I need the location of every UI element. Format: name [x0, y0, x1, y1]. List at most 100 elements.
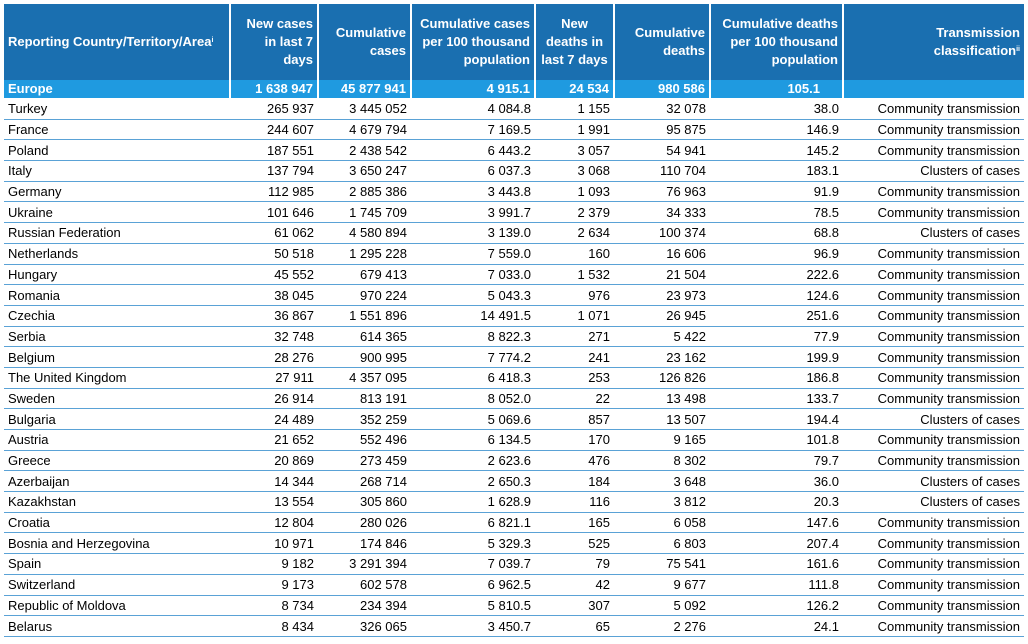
- table-row: Republic of Moldova 8 734 234 394 5 810.5 30…: [4, 595, 1024, 617]
- cell-new-deaths: 1 155: [535, 98, 614, 120]
- cell-new-deaths: 1 093: [535, 181, 614, 203]
- cell-cumulative-deaths: 100 374: [614, 222, 710, 244]
- cell-cumulative-deaths-per-100k: 222.6: [710, 264, 843, 286]
- cell-cumulative-deaths-per-100k: 78.5: [710, 201, 843, 224]
- cell-country: Poland: [4, 139, 230, 162]
- cell-country: Italy: [4, 160, 230, 182]
- cell-cumulative-deaths: 16 606: [614, 243, 710, 265]
- table-row: Romania 38 045 970 224 5 043.3 976 23 973 124.…: [4, 284, 1024, 306]
- cell-cumulative-deaths: 26 945: [614, 305, 710, 327]
- cell-cumulative-deaths-per-100k: 36.0: [710, 470, 843, 493]
- cell-cumulative-cases-per-100k: 6 962.5: [411, 574, 535, 596]
- cell-cumulative-deaths-per-100k: 96.9: [710, 243, 843, 265]
- table-row: Germany 112 985 2 885 386 3 443.8 1 093 76 96…: [4, 181, 1024, 203]
- cell-cumulative-cases: 1 551 896: [318, 305, 411, 327]
- header-cumulative-deaths: Cumulative deaths: [614, 4, 711, 80]
- cell-cumulative-cases: 174 846: [318, 532, 411, 555]
- cell-new-deaths: 525: [535, 532, 614, 555]
- cell-cumulative-cases: 234 394: [318, 595, 411, 617]
- cell-cumulative-cases-per-100k: 6 418.3: [411, 367, 535, 389]
- table-row: Sweden 26 914 813 191 8 052.0 22 13 498 133.7 C…: [4, 388, 1024, 410]
- cell-new-cases: 187 551: [230, 139, 318, 162]
- cell-country: Croatia: [4, 512, 230, 534]
- cell-transmission: Community transmission: [843, 429, 1024, 451]
- cell-cumulative-deaths: 9 677: [614, 574, 710, 596]
- cell-cumulative-cases: 4 679 794: [318, 119, 411, 141]
- cell-country: France: [4, 119, 230, 141]
- cell-transmission: Clusters of cases: [843, 408, 1024, 430]
- cell-cumulative-deaths: 5 422: [614, 326, 710, 348]
- table-body: Europe 1 638 947 45 877 941 4 915.1 24 5…: [4, 80, 1024, 637]
- cell-cumulative-deaths-per-100k: 161.6: [710, 553, 843, 575]
- cell-cumulative-deaths-per-100k: 199.9: [710, 346, 843, 368]
- cell-cumulative-cases-per-100k: 3 443.8: [411, 181, 535, 203]
- cell-cumulative-cases: 1 295 228: [318, 243, 411, 265]
- cell-cumulative-cases-per-100k: 2 650.3: [411, 470, 535, 493]
- cell-cumulative-deaths: 6 058: [614, 512, 710, 534]
- table-row: Bosnia and Herzegovina 10 971 174 846 5 329…: [4, 532, 1024, 555]
- cell-new-cases: 28 276: [230, 346, 318, 368]
- cell-cumulative-cases-per-100k: 14 491.5: [411, 305, 535, 327]
- cell-cumulative-cases-per-100k: 5 810.5: [411, 595, 535, 617]
- region-transmission: [843, 80, 1024, 99]
- cell-cumulative-deaths: 8 302: [614, 450, 710, 472]
- cell-cumulative-cases: 2 438 542: [318, 139, 411, 162]
- cell-country: Serbia: [4, 326, 230, 348]
- cell-cumulative-deaths-per-100k: 101.8: [710, 429, 843, 451]
- cell-cumulative-cases-per-100k: 7 039.7: [411, 553, 535, 575]
- cell-new-deaths: 2 634: [535, 222, 614, 244]
- table-row: Turkey 265 937 3 445 052 4 084.8 1 155 32 078…: [4, 98, 1024, 120]
- region-cumulative-deaths: 980 586: [614, 80, 711, 99]
- cell-cumulative-deaths-per-100k: 194.4: [710, 408, 843, 430]
- cell-cumulative-cases-per-100k: 6 134.5: [411, 429, 535, 451]
- cell-new-cases: 265 937: [230, 98, 318, 120]
- cell-transmission: Community transmission: [843, 367, 1024, 389]
- cell-transmission: Community transmission: [843, 388, 1024, 410]
- cell-new-cases: 26 914: [230, 388, 318, 410]
- cell-new-deaths: 476: [535, 450, 614, 472]
- cell-country: Azerbaijan: [4, 470, 230, 493]
- cell-country: Netherlands: [4, 243, 230, 265]
- cell-new-deaths: 1 991: [535, 119, 614, 141]
- cell-country: Greece: [4, 450, 230, 472]
- table-row: Ukraine 101 646 1 745 709 3 991.7 2 379 34 33…: [4, 201, 1024, 224]
- cell-transmission: Community transmission: [843, 553, 1024, 575]
- cell-new-deaths: 857: [535, 408, 614, 430]
- cell-cumulative-deaths: 5 092: [614, 595, 710, 617]
- cell-cumulative-cases-per-100k: 7 559.0: [411, 243, 535, 265]
- table-row: Azerbaijan 14 344 268 714 2 650.3 184 3 648 36…: [4, 470, 1024, 493]
- cell-transmission: Community transmission: [843, 326, 1024, 348]
- cell-cumulative-cases: 2 885 386: [318, 181, 411, 203]
- table-row: Spain 9 182 3 291 394 7 039.7 79 75 541 161.6 C…: [4, 553, 1024, 575]
- cell-cumulative-cases-per-100k: 5 329.3: [411, 532, 535, 555]
- cell-new-deaths: 253: [535, 367, 614, 389]
- table-header: Reporting Country/Territory/Areai New ca…: [4, 4, 1024, 80]
- cell-cumulative-deaths-per-100k: 20.3: [710, 491, 843, 513]
- cell-new-cases: 112 985: [230, 181, 318, 203]
- cell-new-cases: 20 869: [230, 450, 318, 472]
- header-new-cases: New cases in last 7 days: [230, 4, 319, 80]
- cell-new-cases: 13 554: [230, 491, 318, 513]
- cell-cumulative-deaths-per-100k: 133.7: [710, 388, 843, 410]
- cell-new-deaths: 3 068: [535, 160, 614, 182]
- covid-table-container: Reporting Country/Territory/Areai New ca…: [4, 4, 1024, 637]
- cell-new-deaths: 976: [535, 284, 614, 306]
- cell-transmission: Community transmission: [843, 181, 1024, 203]
- cell-cumulative-deaths-per-100k: 79.7: [710, 450, 843, 472]
- cell-cumulative-deaths: 3 812: [614, 491, 710, 513]
- cell-country: Russian Federation: [4, 222, 230, 244]
- cell-cumulative-cases: 280 026: [318, 512, 411, 534]
- cell-cumulative-deaths-per-100k: 111.8: [710, 574, 843, 596]
- cell-new-cases: 14 344: [230, 470, 318, 493]
- cell-cumulative-deaths: 34 333: [614, 201, 710, 224]
- cell-cumulative-deaths-per-100k: 146.9: [710, 119, 843, 141]
- cell-cumulative-deaths: 110 704: [614, 160, 710, 182]
- cell-new-cases: 244 607: [230, 119, 318, 141]
- cell-transmission: Community transmission: [843, 119, 1024, 141]
- cell-country: Germany: [4, 181, 230, 203]
- cell-cumulative-cases-per-100k: 3 139.0: [411, 222, 535, 244]
- cell-country: Turkey: [4, 98, 230, 120]
- cell-transmission: Community transmission: [843, 512, 1024, 534]
- cell-new-cases: 36 867: [230, 305, 318, 327]
- region-new-deaths: 24 534: [535, 80, 615, 99]
